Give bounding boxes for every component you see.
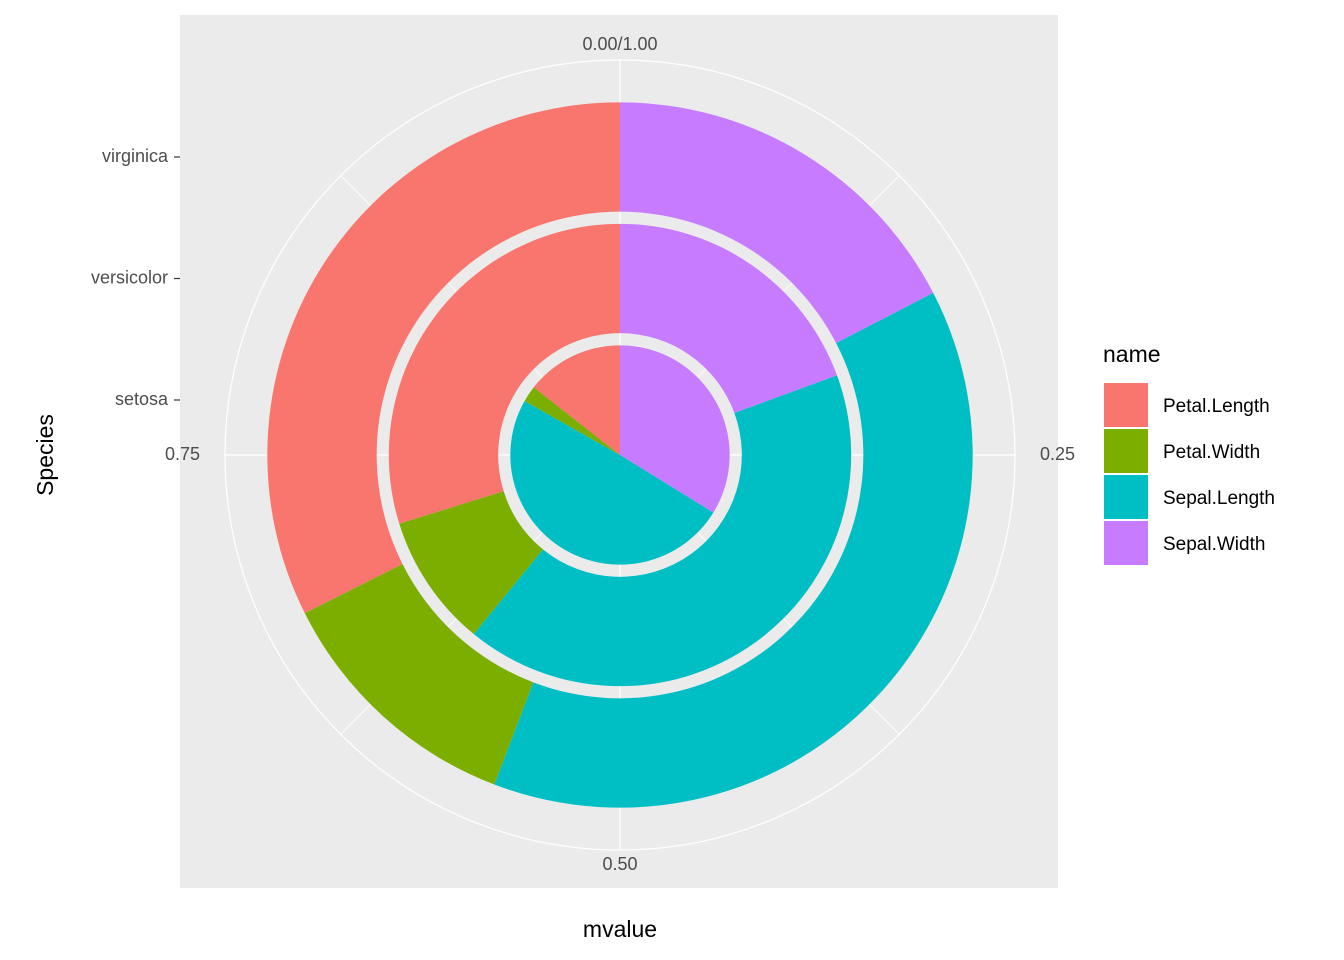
y-axis-title: Species (32, 414, 58, 496)
ring-segment (267, 102, 620, 614)
legend-label: Sepal.Width (1163, 534, 1265, 555)
y-tick-label: versicolor (91, 267, 168, 287)
ring-segment (524, 387, 620, 455)
legend-label: Sepal.Length (1163, 488, 1275, 509)
x-axis-title: mvalue (583, 916, 657, 942)
ring-segment (510, 400, 714, 565)
legend-key (1104, 521, 1148, 565)
legend-key (1104, 383, 1148, 427)
x-tick-label: 0.00/1.00 (582, 34, 657, 54)
y-tick-label: setosa (115, 389, 169, 409)
ring-segment (473, 375, 852, 687)
legend-title: name (1103, 341, 1161, 367)
ring-segment (304, 564, 534, 785)
ring-segment (388, 223, 620, 524)
legend-label: Petal.Length (1163, 396, 1270, 417)
legend-key (1104, 429, 1148, 473)
x-tick-label: 0.50 (602, 854, 637, 874)
ring-segment (620, 102, 934, 344)
y-tick-label: virginica (102, 146, 169, 166)
x-tick-label: 0.25 (1040, 444, 1075, 464)
legend-key (1104, 475, 1148, 519)
ring-segment (399, 491, 543, 635)
ring-segment (620, 223, 838, 414)
legend-label: Petal.Width (1163, 442, 1260, 463)
ring-segment (494, 292, 973, 808)
x-tick-label: 0.75 (165, 444, 200, 464)
ring-segment (620, 345, 730, 513)
ring-segment (533, 345, 620, 455)
